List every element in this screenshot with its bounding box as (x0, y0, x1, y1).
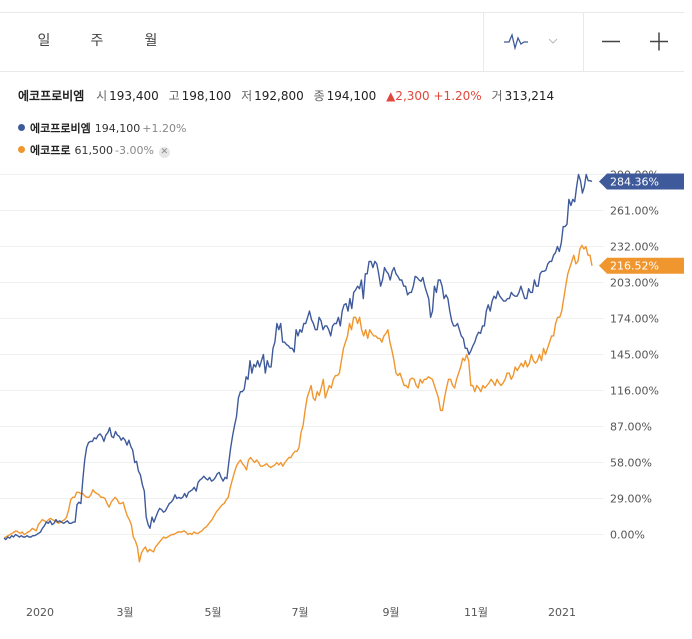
close-value: 194,100 (326, 89, 377, 103)
last-value-label: 284.36% (610, 176, 659, 189)
chevron-down-icon (548, 38, 558, 44)
x-tick-label: 7월 (291, 606, 308, 619)
y-tick-label: 116.00% (610, 385, 659, 398)
high-label: 고 (168, 89, 180, 103)
zoom-in-button[interactable] (644, 13, 674, 71)
low-value: 192,800 (254, 89, 304, 103)
y-tick-label: 174.00% (610, 313, 659, 326)
legend-item-ecoprobm: 에코프로비엠 194,100 +1.20% (18, 120, 186, 136)
legend-price: 61,500 (74, 144, 113, 157)
x-tick-label: 11월 (464, 606, 488, 619)
open-label: 시 (96, 89, 108, 103)
x-tick-label: 3월 (116, 606, 133, 619)
last-value-label: 216.52% (610, 260, 659, 273)
legend-item-ecopro: 에코프로 61,500 -3.00% ✕ (18, 142, 170, 158)
y-tick-label: 261.00% (610, 205, 659, 218)
change-pct: +1.20% (433, 89, 482, 103)
x-tick-label: 2020 (26, 606, 54, 619)
quote-summary: 에코프로비엠 시 193,400 고 198,100 저 192,800 종 194,1… (18, 87, 560, 104)
line-chart-icon (504, 32, 558, 51)
legend-name: 에코프로 (30, 144, 71, 157)
volume-label: 거 (491, 89, 503, 103)
close-label: 종 (313, 89, 325, 103)
change-value: ▲2,300 (386, 89, 430, 103)
open-value: 193,400 (109, 89, 159, 103)
y-tick-label: 29.00% (610, 493, 652, 506)
tab-monthly[interactable]: 월 (144, 33, 158, 49)
legend-price: 194,100 (94, 122, 141, 135)
x-tick-label: 9월 (382, 606, 399, 619)
toolbar-divider (583, 13, 584, 71)
plus-icon (650, 32, 668, 51)
y-tick-label: 203.00% (610, 277, 659, 290)
last-value-tag (599, 173, 684, 190)
last-value-tag (599, 257, 684, 274)
y-tick-label: 145.00% (610, 349, 659, 362)
chart-toolbar: 일 주 월 (0, 12, 684, 72)
y-tick-label: 58.00% (610, 457, 652, 470)
low-label: 저 (241, 89, 253, 103)
series-line-ecoprobm (3, 173, 593, 541)
toolbar-divider (483, 13, 484, 71)
y-tick-label: 232.00% (610, 241, 659, 254)
volume-value: 313,214 (504, 89, 555, 103)
y-tick-label: 0.00% (610, 529, 645, 542)
tab-daily[interactable]: 일 (37, 33, 51, 49)
stock-name: 에코프로비엠 (18, 89, 85, 103)
x-tick-label: 5월 (204, 606, 221, 619)
legend-dot (18, 124, 25, 131)
legend-change: -3.00% (114, 144, 154, 157)
legend-dot (18, 146, 25, 153)
minus-icon (602, 40, 620, 43)
chart-type-selector[interactable] (496, 13, 574, 71)
remove-compare-button[interactable]: ✕ (158, 147, 170, 158)
series-line-ecopro (3, 244, 593, 563)
high-value: 198,100 (181, 89, 232, 103)
legend-name: 에코프로비엠 (30, 122, 91, 135)
legend-change: +1.20% (142, 122, 187, 135)
x-tick-label: 2021 (548, 606, 576, 619)
line-chart-icon-path (504, 32, 528, 51)
y-tick-label: 87.00% (610, 421, 652, 434)
tab-weekly[interactable]: 주 (90, 33, 104, 49)
zoom-out-button[interactable] (596, 13, 626, 71)
